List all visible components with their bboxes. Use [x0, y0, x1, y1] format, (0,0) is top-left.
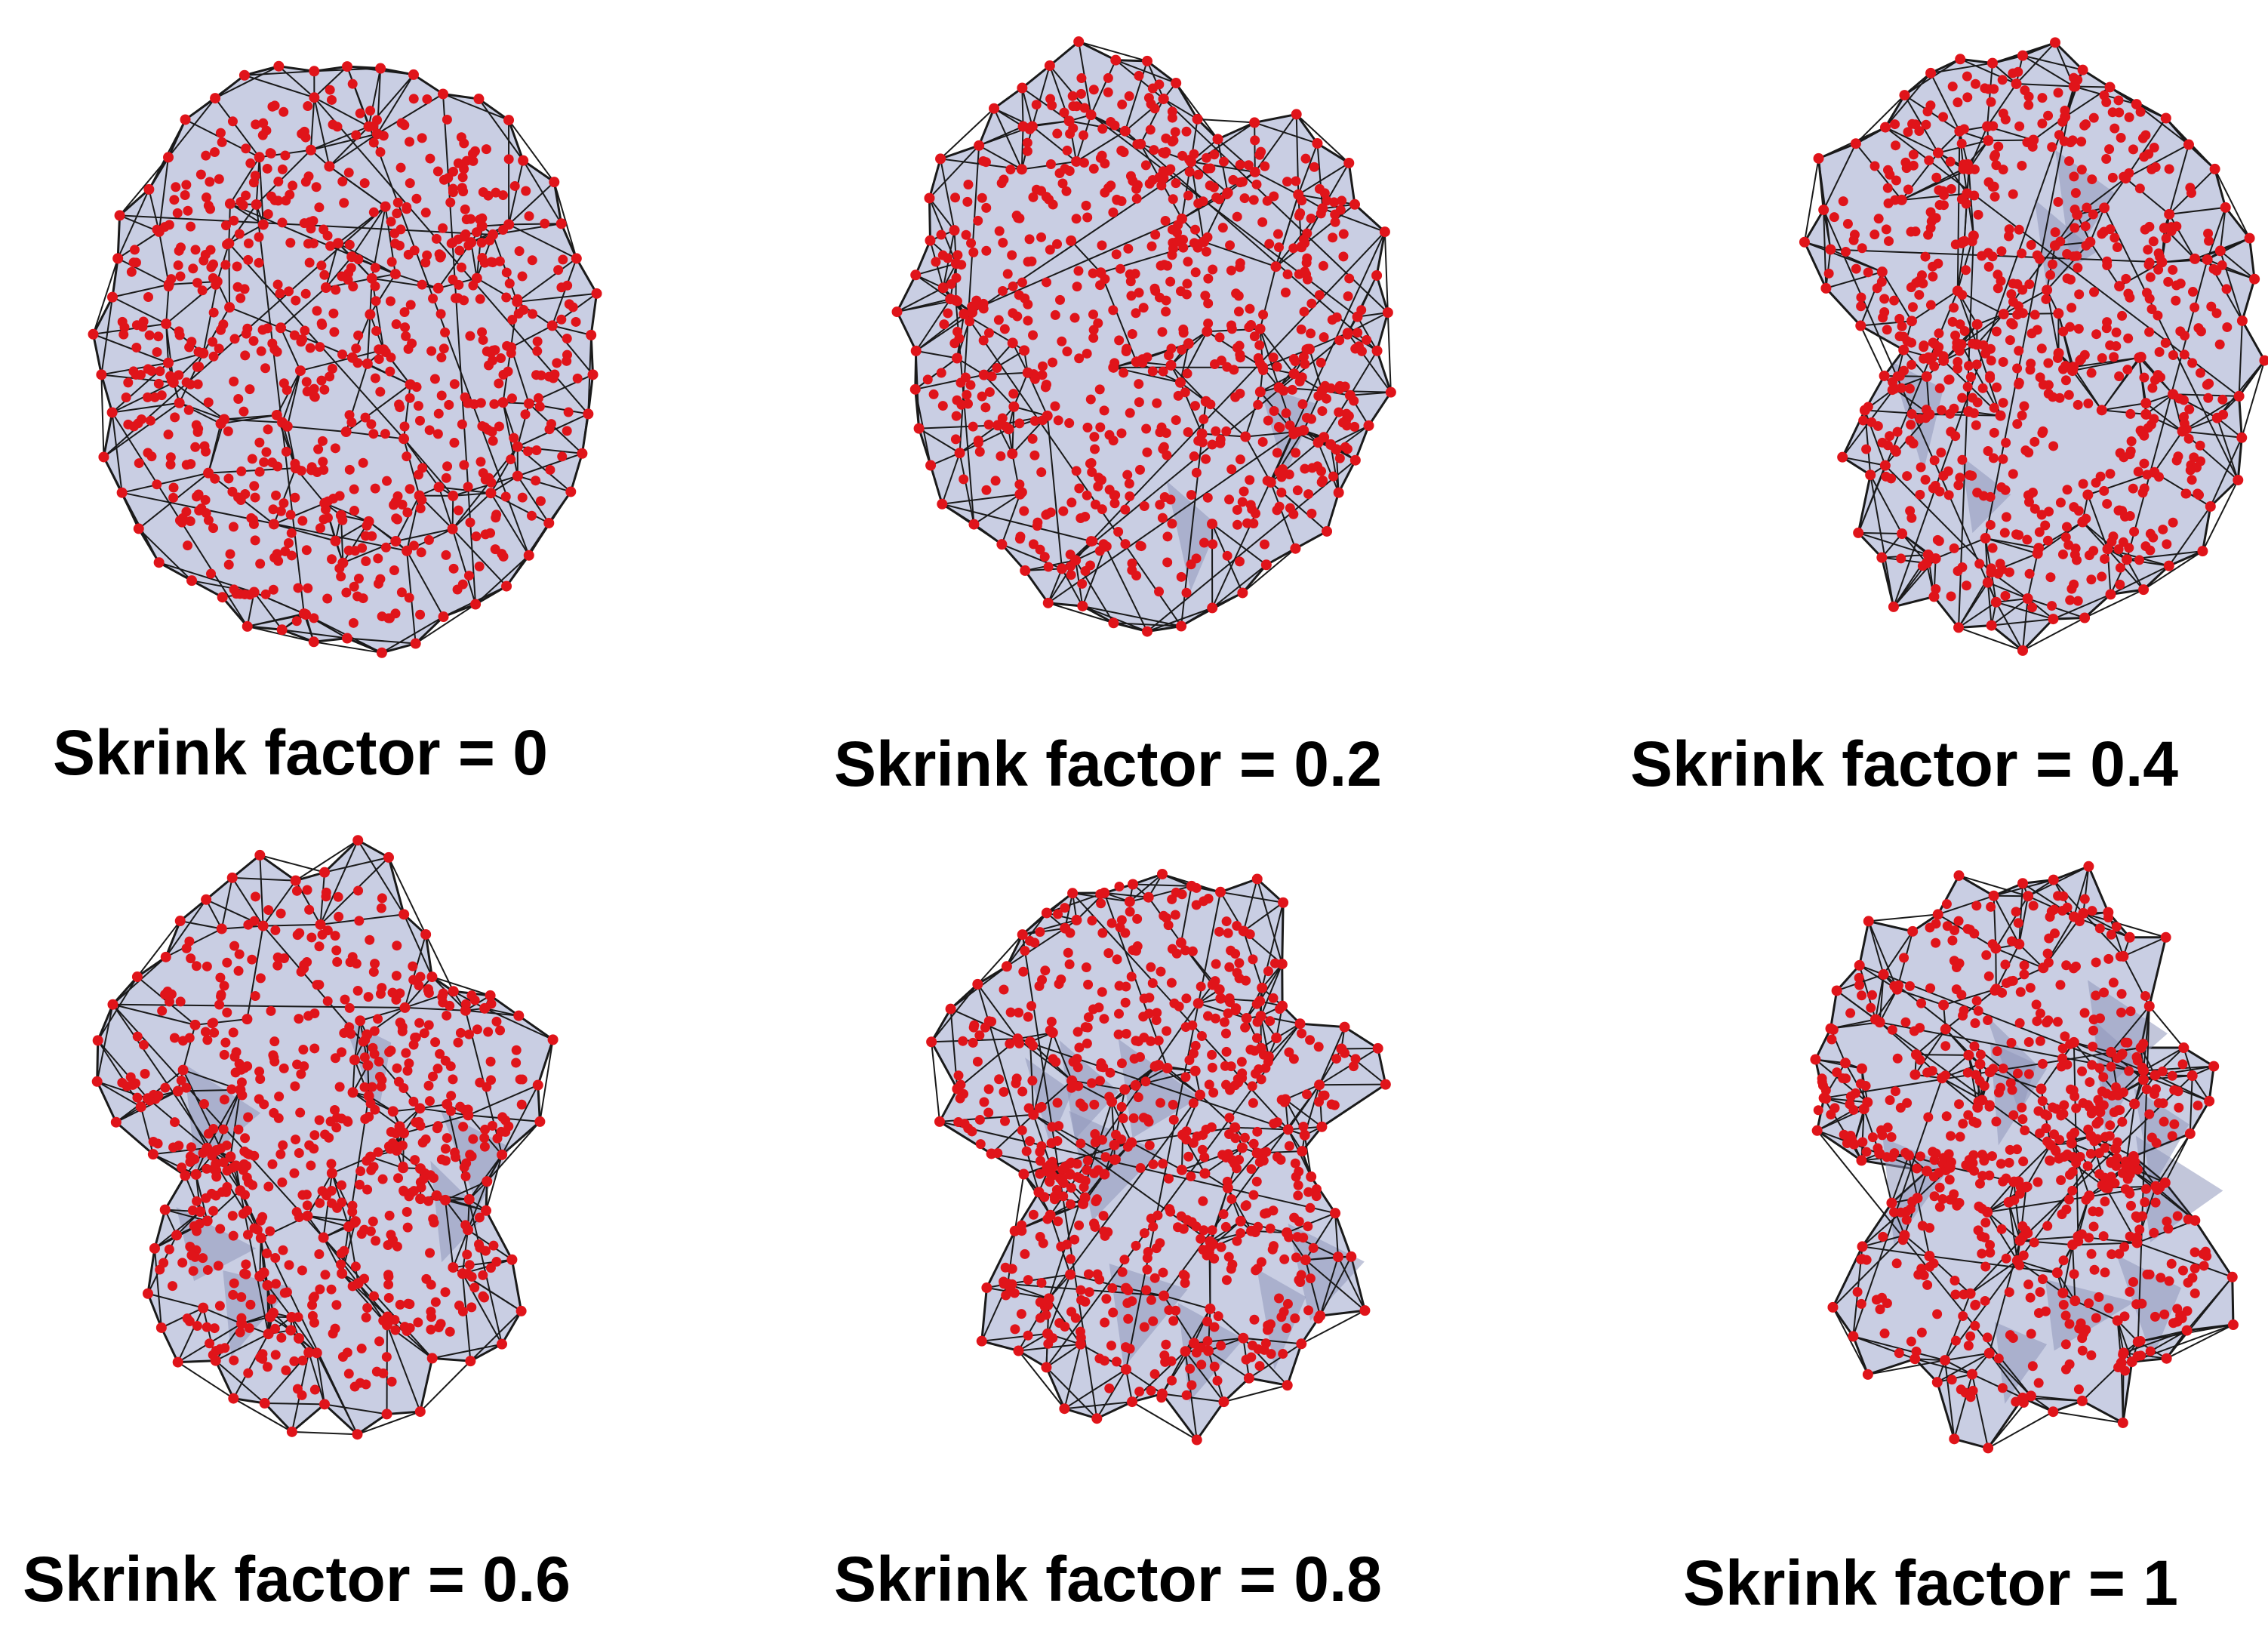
panel-caption-1: Skrink factor = 0.2	[834, 732, 1382, 796]
panel-shrink-0.8: Skrink factor = 0.8	[755, 838, 1509, 1638]
boundary-mesh-2	[1509, 0, 2264, 694]
boundary-mesh-5	[1509, 838, 2264, 1532]
panel-shrink-0.4: Skrink factor = 0.4	[1509, 0, 2264, 800]
boundary-mesh-3	[0, 838, 755, 1532]
panel-caption-3: Skrink factor = 0.6	[23, 1547, 571, 1611]
boundary-mesh-1	[755, 0, 1509, 694]
panel-caption-5: Skrink factor = 1	[1683, 1551, 2178, 1615]
panel-caption-0: Skrink factor = 0	[53, 721, 548, 784]
boundary-mesh-4	[755, 838, 1509, 1532]
panel-shrink-0.6: Skrink factor = 0.6	[0, 838, 755, 1638]
panel-shrink-1: Skrink factor = 1	[1509, 838, 2264, 1638]
panel-shrink-0: Skrink factor = 0	[0, 0, 755, 800]
boundary-mesh-0	[0, 0, 755, 694]
panel-shrink-0.2: Skrink factor = 0.2	[755, 0, 1509, 800]
panel-caption-4: Skrink factor = 0.8	[834, 1547, 1382, 1611]
panel-caption-2: Skrink factor = 0.4	[1630, 732, 2178, 796]
